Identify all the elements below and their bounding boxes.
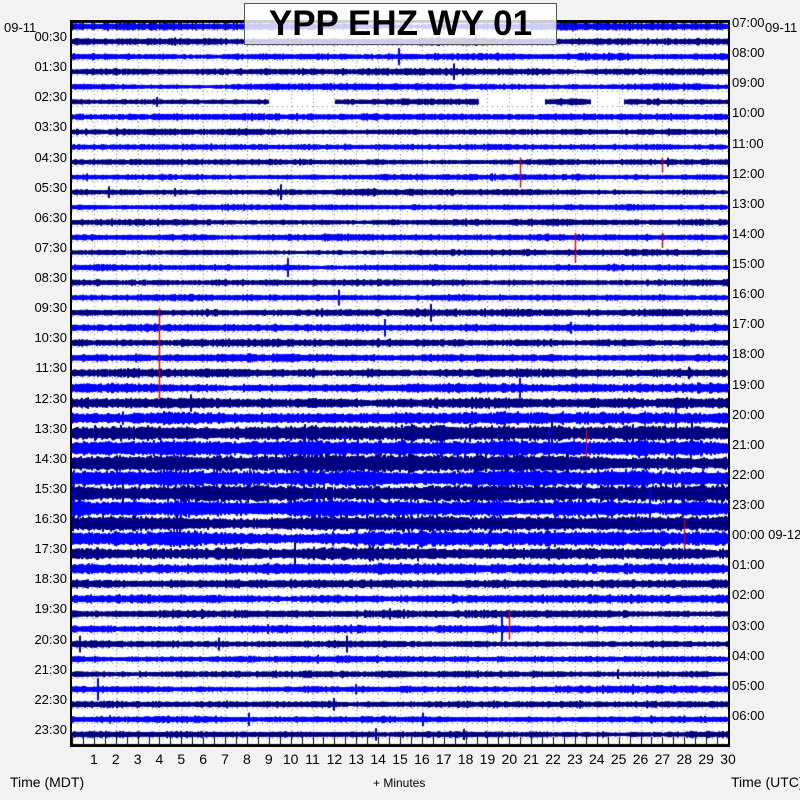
minute-tick-label: 10 [282,751,299,767]
seismogram-canvas[interactable] [72,22,728,745]
minute-tick-label: 28 [676,751,693,767]
minute-tick-label: 21 [523,751,539,767]
right-time-label: 23:00 [732,497,765,512]
bottom-axis-caption: + Minutes [373,776,426,790]
minute-tick-label: 9 [264,751,273,767]
right-time-label: 01:00 [732,557,765,573]
minute-tick-label: 24 [589,751,605,767]
left-time-label: 09:30 [34,300,67,316]
minute-tick-label: 16 [414,751,430,767]
left-time-label: 15:30 [34,480,67,496]
right-time-label: 14:00 [732,225,765,241]
right-axis-caption: Time (UTC) [731,774,800,790]
left-time-label: 22:30 [34,691,67,707]
left-time-label: 10:30 [34,330,67,346]
station-title-box: YPP EHZ WY 01 [244,3,557,45]
left-time-label: 06:30 [34,209,67,225]
left-time-label: 16:30 [34,511,67,527]
right-time-label: 05:00 [732,677,765,693]
minute-tick-label: 29 [698,751,714,767]
right-time-label: 04:00 [732,647,765,663]
left-time-label: 02:30 [34,89,67,105]
left-time-label: 20:30 [34,631,67,647]
minute-tick-label: 20 [501,751,518,767]
minute-tick-label: 30 [720,751,736,767]
minute-tick-label: 1 [89,751,98,767]
right-time-label: 09:00 [732,75,765,91]
minute-tick-label: 25 [610,751,627,767]
left-time-label: 07:30 [34,239,67,255]
left-axis-caption: Time (MDT) [10,774,85,790]
left-time-label: 17:30 [34,541,67,557]
right-time-label: 02:00 [732,587,765,603]
right-time-label: 20:00 [732,406,765,422]
right-time-label: 00:00 09-12 [732,527,800,543]
minute-tick-label: 27 [654,751,671,767]
minute-tick-label: 17 [435,751,452,767]
minute-tick-label: 2 [111,751,120,767]
right-time-label: 17:00 [732,316,765,332]
right-time-label: 18:00 [732,346,765,362]
minute-tick-label: 8 [243,751,251,767]
minute-tick-label: 14 [370,751,386,767]
minute-tick-label: 11 [305,751,320,767]
right-time-label: 06:00 [732,707,765,723]
left-time-label: 01:30 [34,59,67,75]
minute-tick-label: 12 [326,751,343,767]
right-time-label: 19:00 [732,376,765,392]
left-time-label: 04:30 [34,149,67,165]
left-time-label: 05:30 [34,179,67,195]
right-time-label: 15:00 [732,256,765,271]
left-time-label: 03:30 [34,119,67,135]
right-time-label: 11:00 [732,135,764,151]
left-time-label: 21:30 [34,661,67,677]
minute-tick-label: 15 [392,751,408,767]
page-title: YPP EHZ WY 01 [268,4,533,43]
right-time-label: 10:00 [732,105,765,121]
minute-tick-label: 18 [457,751,474,767]
left-time-label: 23:30 [34,721,67,737]
seismogram-plot[interactable] [70,20,730,747]
right-time-label: 16:00 [732,286,765,302]
right-time-label: 12:00 [732,165,765,181]
right-time-label: 13:00 [732,195,765,211]
left-time-label: 00:30 [34,29,67,45]
minute-tick-label: 22 [545,751,561,767]
left-time-label: 08:30 [34,270,67,286]
minute-tick-label: 6 [199,751,208,767]
left-time-label: 14:30 [34,450,67,466]
minute-tick-label: 4 [155,751,164,767]
right-time-label: 21:00 [732,436,765,452]
minute-tick-label: 13 [348,751,365,767]
minute-tick-label: 7 [221,751,229,767]
right-time-label: 08:00 [732,45,765,61]
right-date-label: 09-11 [765,20,798,35]
left-date-label: 09-11 [4,20,37,35]
minute-tick-label: 3 [133,751,142,767]
right-time-label: 07:00 [732,15,765,30]
minute-tick-label: 5 [177,751,186,767]
right-time-label: 22:00 [732,466,765,482]
left-time-label: 11:30 [35,360,67,376]
left-time-label: 19:30 [34,601,67,617]
minute-tick-label: 26 [632,751,649,767]
left-time-label: 12:30 [34,390,67,406]
minute-tick-label: 23 [567,751,583,767]
left-time-label: 13:30 [34,420,67,436]
minute-tick-label: 19 [479,751,496,767]
right-time-label: 03:00 [732,617,765,633]
left-time-label: 18:30 [34,571,67,587]
